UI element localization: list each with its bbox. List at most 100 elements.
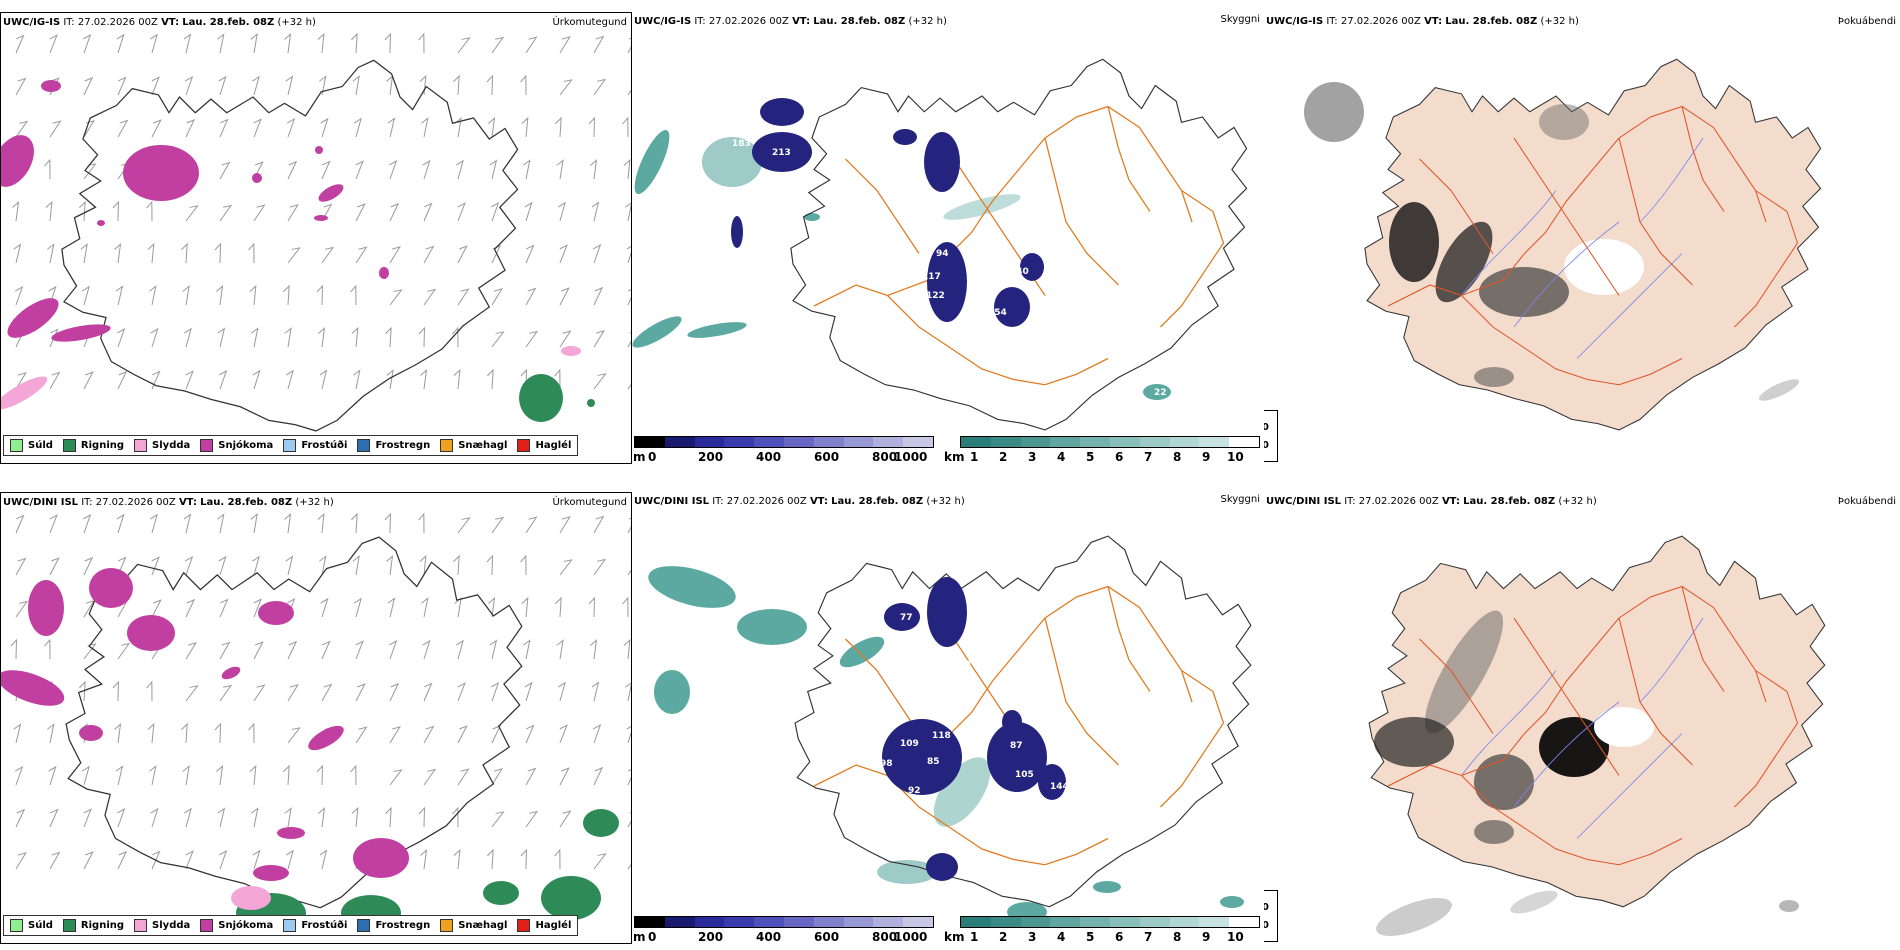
colorbar-step (903, 437, 933, 447)
colorbar-step (1169, 437, 1200, 447)
legend-item: Frostregn (357, 439, 430, 452)
panel-title: UWC/DINI ISL IT: 27.02.2026 00Z VT: Lau.… (3, 497, 334, 508)
cloud-label: 122 (926, 291, 945, 301)
colorbar-unit: m (633, 930, 646, 944)
tick-label: 1000 (894, 450, 928, 464)
cloud-base-colorbar (634, 436, 934, 448)
iceland-visibility-map: 77 110 145 109 98 85 90 92 118 105 144 8… (648, 535, 1252, 922)
cloud-label: 144 (1050, 782, 1069, 792)
tick-label: 5 (1086, 450, 1095, 464)
cloud-label: 106 (984, 906, 1003, 916)
colorbar-step (783, 917, 814, 927)
tick-label: 3 (1028, 450, 1037, 464)
fog-legend-item: 60 (1264, 437, 1269, 453)
precip-type-panel-row1: UWC/IG-IS IT: 27.02.2026 00Z VT: Lau. 28… (0, 12, 632, 464)
legend-item: Rigning (62, 439, 124, 452)
cloud-label: 145 (696, 723, 715, 733)
tick-label: 3 (1028, 930, 1037, 944)
colorbar-step (694, 437, 725, 447)
iceland-coastline (790, 58, 1248, 431)
cloud-label: 105 (1015, 770, 1034, 780)
rivers (1461, 137, 1704, 359)
legend-swatch (517, 439, 531, 452)
legend-swatch (134, 919, 148, 932)
tick-label: 4 (1057, 930, 1066, 944)
visibility-colorbar (960, 436, 1260, 448)
legend-item: Haglél (517, 919, 571, 932)
cloud-base-areas (882, 577, 1066, 881)
tick-label: 1000 (894, 930, 928, 944)
legend-swatch (440, 439, 454, 452)
colorbar-unit: m (633, 450, 646, 464)
cloud-base-ticks: m 0 200 400 600 800 1000 (632, 930, 942, 944)
colorbar-step (990, 437, 1021, 447)
colorbar-step (1199, 437, 1230, 447)
iceland-fog-map (1368, 535, 1826, 936)
panel-variable-label: Skyggni (1220, 494, 1260, 505)
tick-label: 800 (872, 930, 898, 944)
cloud-label: 213 (772, 148, 791, 158)
fog-panel-row2: UWC/DINI ISL IT: 27.02.2026 00Z VT: Lau.… (1264, 492, 1900, 944)
colorbar-step (1080, 437, 1110, 447)
legend-item: Frostúði (283, 919, 347, 932)
colorbar-step (635, 917, 665, 927)
tick-label: 600 (814, 930, 840, 944)
colorbar-step (694, 917, 725, 927)
colorbar-step (1169, 917, 1200, 927)
tick-label: 9 (1202, 450, 1211, 464)
legend-item: Haglél (517, 439, 571, 452)
tick-label: 0 (648, 930, 657, 944)
tick-label: 8 (1173, 450, 1182, 464)
tick-label: 9 (1202, 930, 1211, 944)
colorbar-step (1109, 917, 1140, 927)
cloud-label: 113 (798, 248, 817, 258)
tick-label: 0 (648, 450, 657, 464)
fog-intensity-areas (1374, 610, 1799, 936)
cloud-label: 110 (952, 660, 971, 670)
iceland-visibility-map: 183 213 10 113 94 117 122 106 154 140 16… (632, 58, 1248, 431)
tick-label: 800 (872, 450, 898, 464)
legend-item: Snjókoma (200, 439, 273, 452)
cloud-label: 154 (988, 308, 1007, 318)
legend-swatch (134, 439, 148, 452)
iceland-coastline (794, 535, 1252, 908)
legend-swatch (357, 919, 371, 932)
colorbar-step (873, 917, 904, 927)
legend-item: Slydda (134, 919, 190, 932)
visibility-panel-row1: UWC/IG-IS IT: 27.02.2026 00Z VT: Lau. 28… (632, 12, 1264, 464)
cloud-label: 90 (864, 755, 877, 765)
tick-label: 2 (999, 450, 1008, 464)
tick-label: 200 (698, 450, 724, 464)
precip-type-legend: Súld Rigning Slydda Snjókoma Frostúði Fr… (3, 915, 579, 936)
fog-legend: 0 60 (1264, 890, 1278, 942)
iceland-coastline (65, 536, 523, 909)
colorbar-step (1139, 437, 1170, 447)
colorbar-step (1050, 917, 1081, 927)
colorbar-step (664, 437, 695, 447)
cloud-label: 16 (954, 184, 967, 194)
legend-swatch (517, 919, 531, 932)
panel-title: UWC/DINI ISL IT: 27.02.2026 00Z VT: Lau.… (634, 496, 965, 507)
fog-intensity-areas (1304, 82, 1800, 401)
colorbar-step (664, 917, 695, 927)
colorbar-step (1020, 437, 1051, 447)
colorbar-step (754, 437, 784, 447)
cloud-base-areas (731, 98, 1044, 327)
rivers (1461, 617, 1704, 839)
fog-legend-item: 60 (1264, 917, 1269, 933)
legend-swatch (10, 919, 23, 932)
colorbar-step (1229, 917, 1259, 927)
tick-label: 2 (999, 930, 1008, 944)
cloud-label: 109 (900, 739, 919, 749)
colorbar-step (903, 917, 933, 927)
colorbar-step (1080, 917, 1110, 927)
precip-type-legend: Súld Rigning Slydda Snjókoma Frostúði Fr… (3, 435, 579, 456)
panel-variable-label: Þokuábendi (1837, 496, 1896, 507)
colorbar-step (635, 437, 665, 447)
tick-label: 4 (1057, 450, 1066, 464)
cloud-label: 203 (906, 850, 925, 860)
colorbar-step (1050, 437, 1081, 447)
low-visibility-areas (632, 129, 1171, 400)
colorbar-step (961, 437, 991, 447)
tick-label: 10 (1227, 930, 1244, 944)
